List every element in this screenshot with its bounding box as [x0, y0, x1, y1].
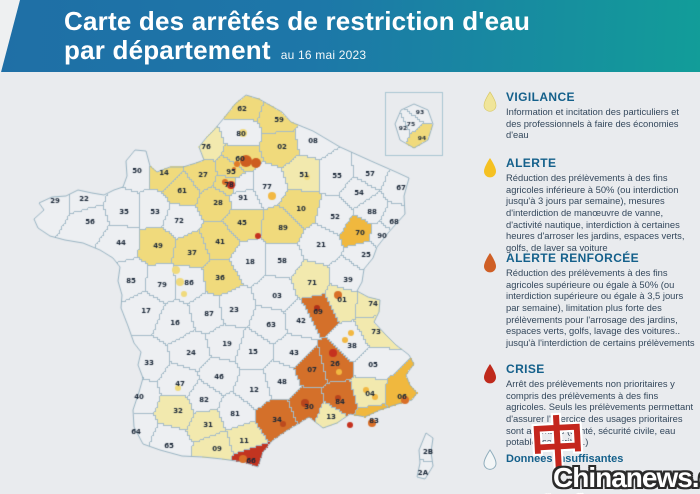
page-title: Carte des arrêtés de restriction d'eau p… — [64, 7, 700, 70]
map-date: au 16 mai 2023 — [280, 48, 367, 62]
legend-item-vigilance: VIGILANCE Information et incitation des … — [482, 90, 696, 141]
legend-title-alerte: ALERTE — [506, 156, 557, 170]
legend-title-donnees-insuffisantes: Données insuffisantes — [506, 453, 624, 465]
droplet-icon-crise — [484, 364, 496, 384]
header-banner: Carte des arrêtés de restriction d'eau p… — [0, 0, 700, 72]
legend-item-alerte-renforcee: ALERTE RENFORCÉE Réduction des prélèveme… — [482, 251, 696, 349]
title-line1: Carte des arrêtés de restriction d'eau — [64, 6, 531, 36]
droplet-icon-alerte-renforcee — [484, 253, 496, 273]
legend-desc-alerte: Réduction des prélèvements à des fins ag… — [506, 172, 685, 253]
droplet-icon-donnees-insuffisantes — [483, 449, 497, 470]
legend-item-crise: CRISE Arrêt des prélèvements non priorit… — [482, 362, 696, 448]
legend-title-vigilance: VIGILANCE — [506, 90, 575, 104]
droplet-icon-vigilance — [483, 91, 497, 112]
legend-item-alerte: ALERTE Réduction des prélèvements à des … — [482, 156, 696, 254]
legend-desc-alerte-renforcee: Réduction des prélèvements à des fins ag… — [506, 267, 695, 348]
legend-title-crise: CRISE — [506, 362, 545, 376]
title-line2: par département — [64, 35, 271, 65]
legend-item-donnees-insuffisantes: Données insuffisantes — [482, 448, 696, 471]
legend-title-alerte-renforcee: ALERTE RENFORCÉE — [506, 251, 640, 265]
legend-desc-crise: Arrêt des prélèvements non prioritaires … — [506, 378, 694, 448]
legend-desc-vigilance: Information et incitation des particulie… — [506, 106, 680, 141]
droplet-icon-alerte — [484, 158, 496, 178]
legend: VIGILANCE Information et incitation des … — [480, 72, 698, 494]
